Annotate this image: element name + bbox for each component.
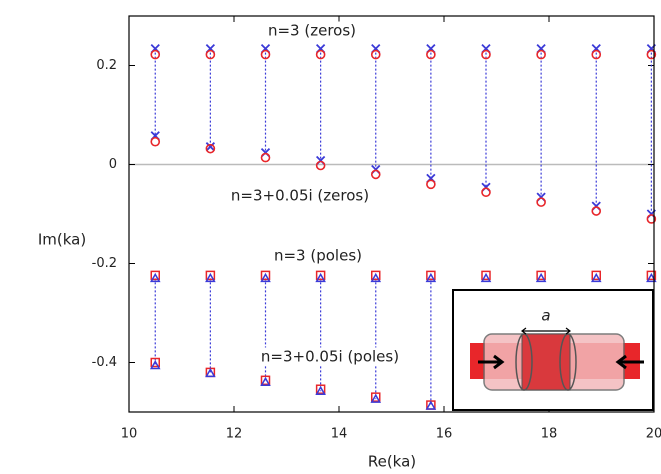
y-tick-label: -0.4 <box>92 355 117 370</box>
point <box>425 400 437 410</box>
annotation-bg <box>265 21 359 40</box>
inset-ring <box>559 333 577 391</box>
point <box>371 270 381 281</box>
point <box>205 272 216 283</box>
point <box>260 49 271 60</box>
point <box>150 49 161 60</box>
annotation-bg <box>271 246 365 265</box>
point <box>260 272 271 283</box>
point <box>371 392 381 402</box>
point <box>370 393 382 403</box>
point <box>535 272 547 283</box>
inset-ring <box>515 333 533 391</box>
point <box>425 272 437 283</box>
point <box>590 272 602 283</box>
point <box>536 270 546 281</box>
point <box>315 385 326 395</box>
point <box>205 367 216 378</box>
point <box>150 270 160 281</box>
point <box>646 270 657 281</box>
annotation: n=3+0.05i (zeros) <box>231 187 369 205</box>
point <box>591 206 602 216</box>
point <box>315 272 326 283</box>
point <box>426 49 436 60</box>
x-tick-label: 18 <box>541 427 558 442</box>
point <box>646 49 657 60</box>
x-axis-label: Re(ka) <box>368 453 416 471</box>
point <box>591 270 601 281</box>
x-tick-label: 14 <box>331 427 348 442</box>
point <box>426 179 436 190</box>
inset-label: a <box>541 307 550 325</box>
point <box>370 169 381 180</box>
point <box>646 214 657 224</box>
inset-pointer <box>478 354 505 370</box>
y-tick-label: 0.2 <box>96 58 117 73</box>
x-tick-label: 12 <box>226 427 243 442</box>
point <box>426 270 436 281</box>
point <box>315 160 326 171</box>
point <box>205 143 216 154</box>
point <box>481 187 491 198</box>
point <box>315 270 326 281</box>
x-tick-label: 16 <box>436 427 453 442</box>
annotation-bg <box>258 347 402 366</box>
point <box>315 384 326 394</box>
annotation: n=3 (poles) <box>274 247 362 265</box>
annotation-bg <box>228 186 372 205</box>
point <box>205 142 216 152</box>
point <box>205 270 216 281</box>
point <box>536 197 546 207</box>
x-tick-label: 10 <box>121 427 138 442</box>
point <box>149 272 161 283</box>
point <box>260 270 271 281</box>
point <box>150 136 161 147</box>
y-tick-label: -0.2 <box>92 256 117 271</box>
inset-pointer <box>615 354 644 370</box>
point <box>646 272 657 283</box>
point <box>480 272 492 283</box>
point <box>370 272 382 283</box>
point <box>150 357 160 368</box>
point <box>149 359 161 370</box>
point <box>481 49 491 60</box>
y-axis-label: Im(ka) <box>38 231 86 249</box>
point <box>591 49 602 60</box>
plot-frame <box>128 15 655 413</box>
annotation: n=3 (zeros) <box>268 22 356 40</box>
point <box>370 49 381 60</box>
point <box>481 270 491 281</box>
point <box>260 152 271 163</box>
point <box>315 49 326 60</box>
point <box>205 49 216 60</box>
point <box>260 375 271 386</box>
annotation: n=3+0.05i (poles) <box>261 348 399 366</box>
point <box>536 49 546 60</box>
inset-arrow <box>521 327 571 335</box>
point <box>260 376 271 387</box>
inset: a <box>452 289 654 411</box>
y-tick-label: 0 <box>109 157 117 172</box>
x-tick-label: 20 <box>646 427 661 442</box>
